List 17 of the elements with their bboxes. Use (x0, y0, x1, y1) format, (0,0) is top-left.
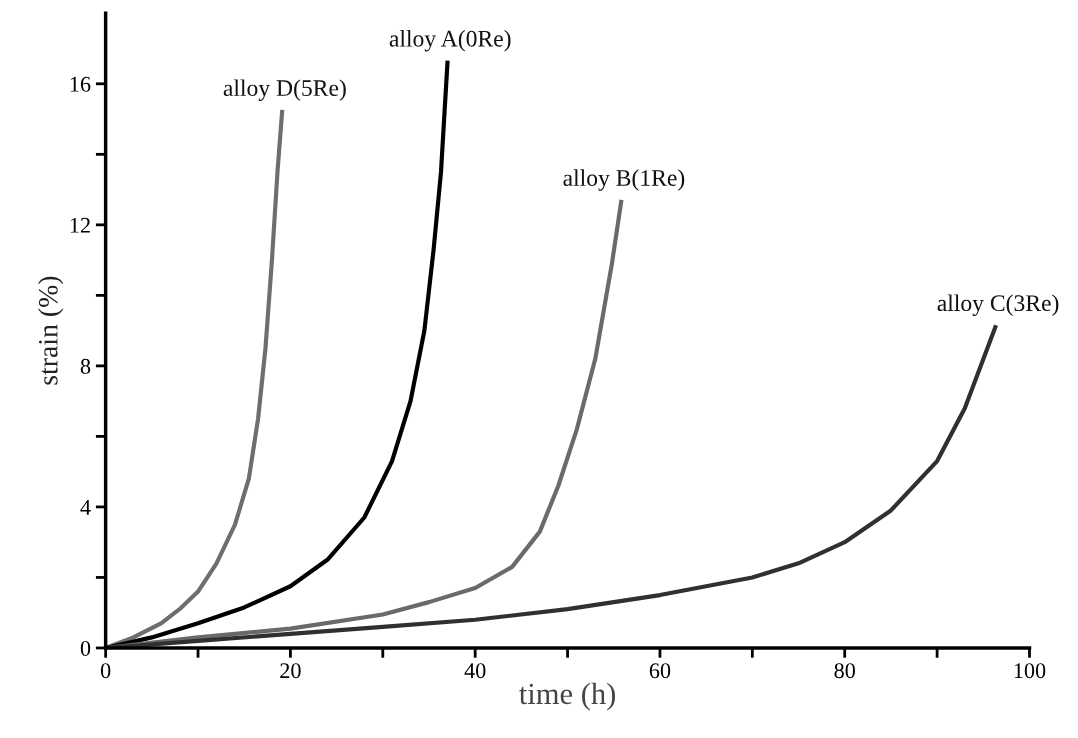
y-tick-label: 12 (70, 217, 90, 233)
y-tick-label: 4 (80, 500, 91, 515)
x-tick-label: 0 (100, 663, 111, 679)
x-tick-label: 60 (649, 663, 671, 679)
x-tick-label: 20 (280, 663, 301, 679)
series-label: alloy B(1Re) (563, 169, 685, 191)
y-tick-label: 8 (80, 358, 91, 374)
x-tick-label: 80 (834, 663, 855, 679)
x-tick-label: 40 (464, 663, 486, 679)
series-label: alloy D(5Re) (223, 79, 346, 101)
y-tick-label: 0 (80, 640, 91, 656)
y-tick-label: 16 (70, 76, 91, 92)
x-tick-label: 100 (1014, 663, 1046, 679)
series-label: alloy A(0Re) (389, 30, 511, 52)
series-label: alloy C(3Re) (937, 294, 1059, 316)
x-axis-title: time (h) (519, 682, 616, 711)
y-axis-title: strain (%) (38, 276, 64, 385)
